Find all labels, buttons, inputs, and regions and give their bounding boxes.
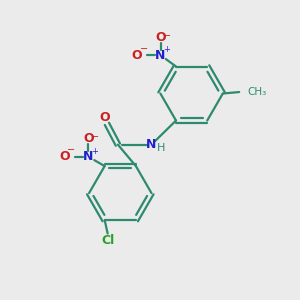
Text: H: H bbox=[157, 142, 165, 153]
Text: −: − bbox=[163, 31, 171, 41]
Text: +: + bbox=[164, 45, 170, 54]
Text: Cl: Cl bbox=[101, 234, 114, 247]
Text: N: N bbox=[83, 150, 94, 163]
Text: O: O bbox=[99, 111, 110, 124]
Text: CH₃: CH₃ bbox=[248, 87, 267, 97]
Text: O: O bbox=[59, 150, 70, 163]
Text: −: − bbox=[140, 44, 148, 54]
Text: −: − bbox=[91, 132, 99, 142]
Text: O: O bbox=[155, 31, 166, 44]
Text: −: − bbox=[67, 145, 75, 155]
Text: O: O bbox=[83, 132, 94, 145]
Text: N: N bbox=[146, 138, 157, 151]
Text: O: O bbox=[131, 49, 142, 62]
Text: +: + bbox=[92, 147, 98, 156]
Text: N: N bbox=[155, 49, 166, 62]
